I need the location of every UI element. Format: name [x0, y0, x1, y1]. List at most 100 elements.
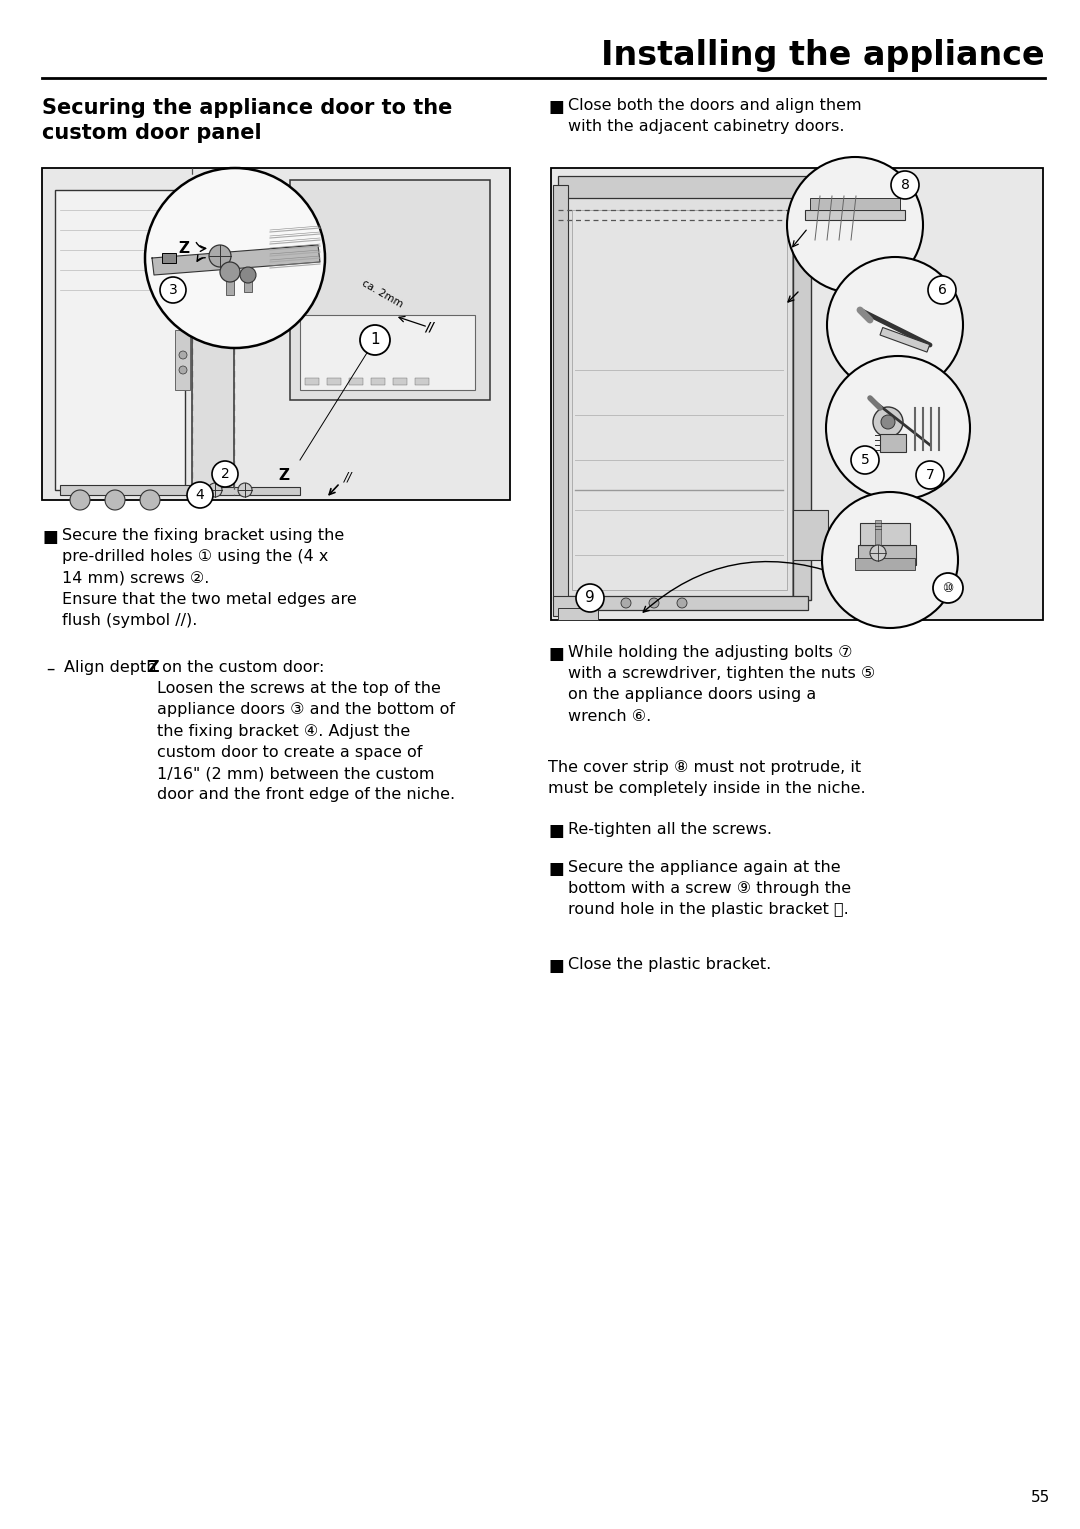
Text: 2: 2: [220, 466, 229, 482]
Circle shape: [105, 489, 125, 511]
Circle shape: [140, 489, 160, 511]
Bar: [880, 434, 906, 453]
Text: 4: 4: [195, 488, 204, 502]
Circle shape: [210, 245, 231, 268]
Circle shape: [787, 157, 923, 294]
Circle shape: [565, 598, 575, 609]
Bar: [372, 378, 384, 385]
Circle shape: [179, 352, 187, 359]
Text: Align depth: Align depth: [64, 661, 162, 674]
Circle shape: [916, 462, 944, 489]
Text: Close the plastic bracket.: Close the plastic bracket.: [568, 957, 771, 972]
Circle shape: [240, 268, 256, 283]
Circle shape: [238, 483, 252, 497]
Text: //: //: [426, 320, 434, 333]
Bar: [305, 378, 319, 385]
Text: Z: Z: [147, 661, 159, 674]
Text: The cover strip ⑧ must not protrude, it
must be completely inside in the niche.: The cover strip ⑧ must not protrude, it …: [548, 760, 866, 797]
Text: 1: 1: [370, 332, 380, 347]
Bar: [558, 596, 808, 610]
Bar: [551, 168, 1043, 619]
Text: –: –: [46, 661, 54, 677]
Bar: [192, 190, 234, 489]
Circle shape: [70, 489, 90, 511]
Text: While holding the adjusting bolts ⑦
with a screwdriver, tighten the nuts ⑤
on th: While holding the adjusting bolts ⑦ with…: [568, 645, 875, 723]
Bar: [558, 609, 598, 619]
Circle shape: [208, 483, 222, 497]
Text: Secure the fixing bracket using the
pre-drilled holes ① using the (4 x
14 mm) sc: Secure the fixing bracket using the pre-…: [62, 528, 356, 628]
Bar: [563, 185, 793, 605]
Circle shape: [933, 573, 963, 602]
Circle shape: [179, 291, 187, 300]
Polygon shape: [152, 245, 320, 275]
Circle shape: [827, 257, 963, 393]
Text: //: //: [345, 469, 352, 483]
Bar: [572, 209, 787, 590]
Text: Installing the appliance: Installing the appliance: [602, 38, 1045, 72]
Circle shape: [822, 492, 958, 628]
Bar: [880, 327, 930, 352]
Bar: [793, 185, 811, 599]
Text: Securing the appliance door to the
custom door panel: Securing the appliance door to the custo…: [42, 98, 453, 142]
Circle shape: [928, 277, 956, 304]
Circle shape: [826, 356, 970, 500]
Text: ■: ■: [548, 823, 564, 839]
Bar: [162, 252, 176, 263]
Bar: [42, 168, 510, 500]
Circle shape: [677, 598, 687, 609]
Bar: [860, 523, 910, 544]
Circle shape: [187, 482, 213, 508]
Bar: [300, 315, 475, 390]
Circle shape: [179, 365, 187, 375]
Text: ■: ■: [42, 528, 57, 546]
Text: ■: ■: [548, 957, 564, 976]
Bar: [60, 485, 205, 495]
Bar: [553, 596, 583, 616]
Circle shape: [360, 326, 390, 355]
Text: ■: ■: [548, 645, 564, 664]
Text: ⑩: ⑩: [943, 581, 954, 595]
Circle shape: [891, 171, 919, 199]
Text: Secure the appliance again at the
bottom with a screw ⑨ through the
round hole i: Secure the appliance again at the bottom…: [568, 859, 851, 917]
Text: 5: 5: [861, 453, 869, 466]
Bar: [226, 275, 234, 295]
Circle shape: [145, 168, 325, 349]
Circle shape: [873, 407, 903, 437]
Bar: [190, 488, 300, 495]
Text: ca. 2mm: ca. 2mm: [360, 278, 405, 310]
Bar: [175, 245, 190, 300]
Bar: [349, 378, 363, 385]
Bar: [244, 277, 252, 292]
Bar: [875, 520, 881, 544]
Circle shape: [212, 462, 238, 488]
Circle shape: [649, 598, 659, 609]
Circle shape: [179, 277, 187, 284]
Text: ■: ■: [548, 98, 564, 116]
Text: Z: Z: [278, 468, 289, 483]
Text: 6: 6: [937, 283, 946, 297]
Bar: [563, 196, 798, 599]
Bar: [175, 330, 190, 390]
Bar: [415, 378, 429, 385]
Circle shape: [593, 598, 603, 609]
Text: 8: 8: [901, 177, 909, 193]
Circle shape: [220, 261, 240, 281]
Text: Re-tighten all the screws.: Re-tighten all the screws.: [568, 823, 772, 836]
Circle shape: [621, 598, 631, 609]
Text: ■: ■: [548, 859, 564, 878]
Bar: [393, 378, 407, 385]
Circle shape: [160, 277, 186, 303]
Text: 9: 9: [585, 590, 595, 605]
Bar: [855, 558, 915, 570]
Bar: [291, 180, 490, 401]
Bar: [553, 185, 568, 599]
Text: 55: 55: [1030, 1491, 1050, 1506]
Circle shape: [576, 584, 604, 612]
Bar: [558, 176, 808, 197]
Bar: [327, 378, 341, 385]
Bar: [55, 190, 185, 489]
Circle shape: [870, 544, 886, 561]
Bar: [805, 209, 905, 220]
Bar: [793, 511, 828, 560]
Bar: [810, 197, 900, 209]
